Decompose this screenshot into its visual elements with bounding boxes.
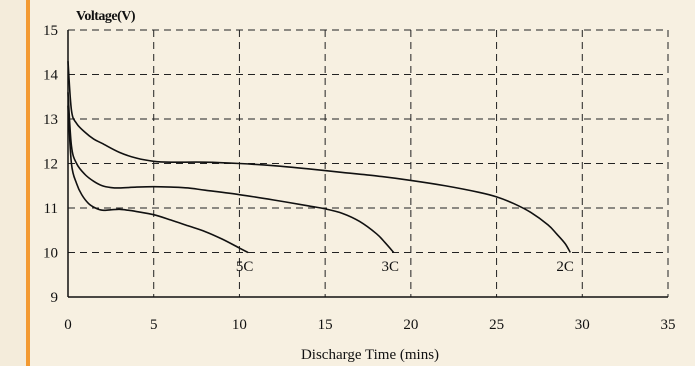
y-tick-label: 12 [43, 157, 58, 173]
accent-stripe [26, 0, 30, 366]
x-tick-label: 10 [232, 317, 247, 333]
y-tick-label: 14 [43, 68, 59, 84]
left-margin [0, 0, 26, 366]
y-tick-label: 10 [43, 246, 58, 262]
x-tick-label: 35 [661, 317, 676, 333]
x-tick-label: 0 [64, 317, 72, 333]
x-tick-label: 20 [403, 317, 418, 333]
series-line-2c [67, 61, 571, 253]
series-labels: 5C 3C 2C [236, 259, 574, 275]
series-line-3c [67, 92, 395, 254]
series-label-5c: 5C [236, 259, 254, 275]
y-tick-label: 13 [43, 112, 58, 128]
y-tick-label: 9 [51, 290, 59, 306]
x-tick-label: 5 [150, 317, 158, 333]
y-tick-label: 11 [44, 201, 58, 217]
y-axis-title: Voltage(V) [76, 9, 136, 24]
series-label-3c: 3C [382, 259, 400, 275]
series-label-2c: 2C [556, 259, 574, 275]
x-tick-label: 15 [318, 317, 333, 333]
x-tick-label: 30 [575, 317, 590, 333]
x-tick-label: 25 [489, 317, 504, 333]
series-lines [67, 61, 571, 254]
y-tick-label: 15 [43, 23, 58, 39]
x-axis-title: Discharge Time (mins) [301, 347, 439, 363]
grid-lines [68, 29, 669, 297]
tick-labels: 0 5 10 15 20 25 30 35 9 10 11 12 13 14 15 [43, 23, 676, 333]
series-line-5c [67, 105, 249, 254]
chart-panel [30, 0, 695, 366]
